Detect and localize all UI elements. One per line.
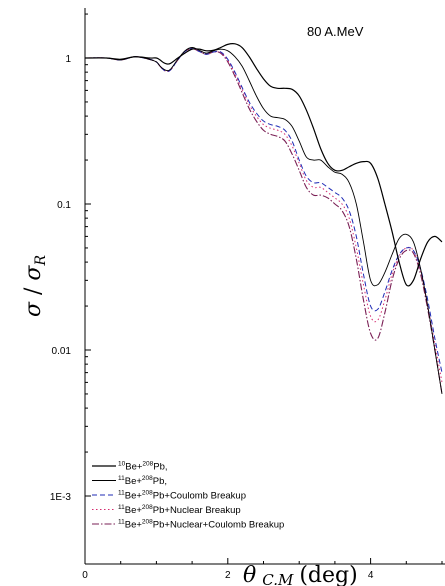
y-tick-label: 0.01 — [52, 346, 72, 357]
legend-entry: 11Be+208Pb+Coulomb Breakup — [118, 490, 246, 502]
series-line — [85, 48, 443, 373]
x-tick-label: 4 — [368, 570, 374, 581]
x-tick-label: 0 — [82, 570, 88, 581]
y-label-main: σ — [21, 301, 46, 317]
y-ticks: 1 0.1 0.01 1E-3 — [50, 13, 91, 503]
y-tick-label: 1E-3 — [50, 492, 72, 503]
legend: 10Be+208Pb, 11Be+208Pb, 11Be+208Pb+Coulomb… — [92, 461, 284, 531]
x-label-main: θ — [243, 563, 256, 586]
y-tick-label: 0.1 — [57, 200, 71, 211]
y-tick-label: 1 — [65, 54, 71, 65]
x-ticks: 0 2 4 — [82, 558, 443, 581]
energy-annotation: 80 A.MeV — [307, 24, 364, 39]
legend-entry: 11Be+208Pb+Nuclear Breakup — [118, 504, 241, 516]
series-line — [85, 48, 443, 383]
series-line — [85, 43, 443, 287]
series-group — [85, 43, 443, 395]
legend-entry: 11Be+208Pb+Nuclear+Coulomb Breakup — [118, 519, 284, 531]
svg-text:σ / σR: σ / σR — [21, 255, 49, 317]
series-line — [85, 47, 443, 395]
x-label-sub: C.M — [262, 571, 294, 586]
series-line — [85, 48, 443, 395]
x-tick-label: 2 — [225, 570, 231, 581]
legend-entry: 11Be+208Pb, — [118, 475, 167, 487]
x-label-unit: (deg) — [299, 563, 357, 586]
y-axis-label: σ / σR — [21, 255, 49, 317]
legend-entry: 10Be+208Pb, — [118, 461, 168, 473]
x-axis-label: θ C.M (deg) — [243, 563, 358, 586]
y-label-sub: R — [33, 255, 49, 267]
y-label-den: σ — [21, 265, 46, 281]
